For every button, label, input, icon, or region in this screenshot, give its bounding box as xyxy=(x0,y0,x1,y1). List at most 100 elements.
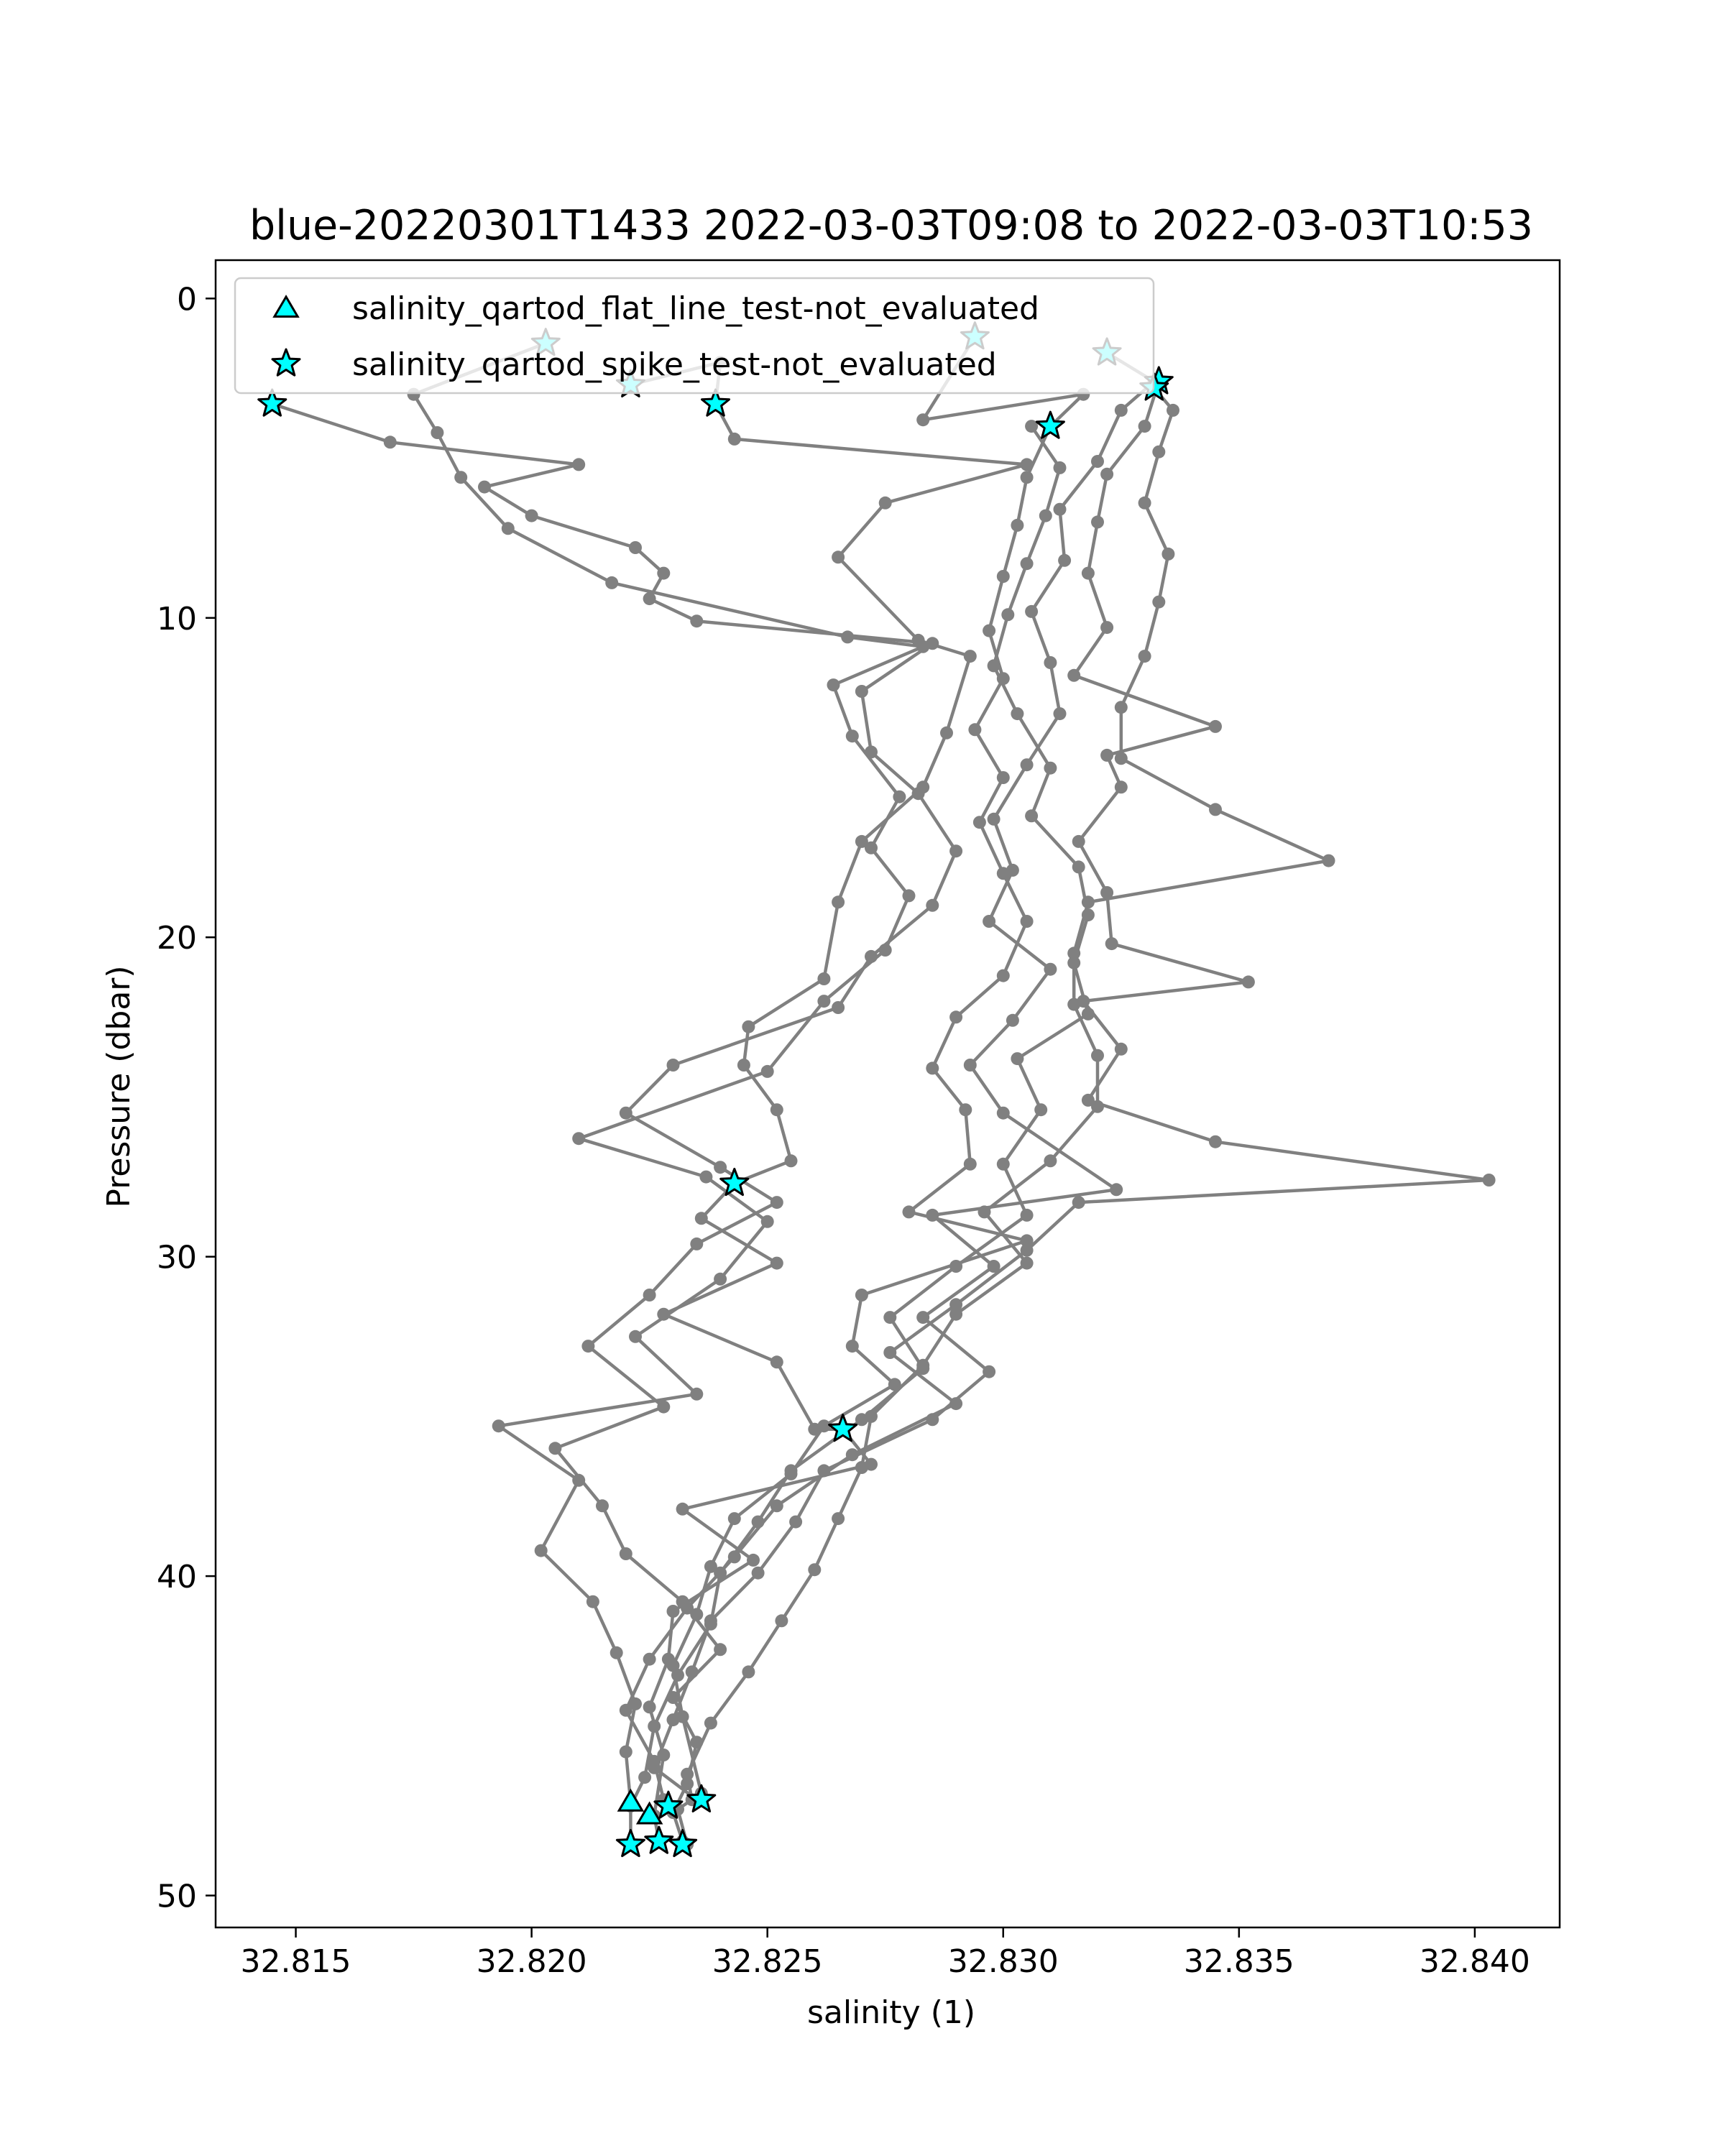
data-point xyxy=(1025,809,1039,823)
profile-line xyxy=(630,360,1029,1842)
data-point xyxy=(972,816,986,829)
data-point xyxy=(694,1212,708,1225)
data-point xyxy=(1025,420,1039,433)
y-tick-label: 10 xyxy=(157,601,197,637)
data-point xyxy=(699,1170,713,1184)
data-point xyxy=(1100,467,1114,481)
data-point xyxy=(817,1464,831,1478)
data-point xyxy=(1209,719,1222,733)
data-point xyxy=(883,1311,897,1325)
data-point xyxy=(638,1771,652,1784)
data-point xyxy=(596,1499,609,1513)
spike-marker xyxy=(1035,410,1065,439)
legend-entry-label: salinity_qartod_spike_test-not_evaluated xyxy=(352,346,997,383)
data-point xyxy=(534,1544,548,1557)
data-point xyxy=(1114,1042,1128,1056)
data-point xyxy=(949,1397,963,1411)
data-point xyxy=(714,1272,727,1286)
data-point xyxy=(760,1064,774,1078)
data-point xyxy=(832,1001,845,1014)
data-point xyxy=(704,1716,717,1730)
data-point xyxy=(1001,608,1015,622)
x-tick-label: 32.840 xyxy=(1420,1943,1530,1980)
data-point xyxy=(1067,998,1081,1011)
spike-marker xyxy=(828,1414,858,1442)
data-point xyxy=(1053,707,1067,721)
data-point xyxy=(1138,496,1151,510)
data-point xyxy=(619,1547,632,1560)
data-point xyxy=(737,1059,750,1072)
data-point xyxy=(1114,701,1128,714)
spike-marker xyxy=(686,1784,717,1812)
data-point xyxy=(431,426,444,439)
data-point xyxy=(902,889,916,903)
legend-star-marker xyxy=(271,348,301,377)
data-point xyxy=(1081,908,1095,922)
data-point xyxy=(770,1355,783,1369)
data-point xyxy=(681,1767,694,1781)
data-point xyxy=(666,1659,680,1672)
y-tick-label: 40 xyxy=(157,1559,197,1595)
data-point xyxy=(1162,547,1175,561)
data-point xyxy=(1020,758,1034,772)
data-point xyxy=(760,1215,774,1228)
data-point xyxy=(1100,748,1114,762)
data-point xyxy=(676,1502,689,1516)
spike-marker xyxy=(644,1825,674,1854)
data-point xyxy=(916,1311,930,1325)
data-point xyxy=(501,522,515,535)
data-point xyxy=(666,1713,680,1727)
plot-frame xyxy=(214,259,1561,1929)
data-point xyxy=(727,1512,741,1526)
data-point xyxy=(1152,445,1166,459)
data-point xyxy=(770,1499,783,1513)
data-point xyxy=(1053,502,1067,516)
data-point xyxy=(963,650,977,663)
data-point xyxy=(690,1608,704,1621)
data-point xyxy=(714,1566,727,1580)
data-point xyxy=(911,633,925,647)
data-point xyxy=(1044,962,1057,976)
profile-line xyxy=(629,425,1090,1845)
data-point xyxy=(983,624,996,637)
data-point xyxy=(742,1665,755,1679)
data-point xyxy=(1053,461,1067,474)
data-point xyxy=(1020,471,1034,484)
data-point xyxy=(1025,604,1039,618)
data-point xyxy=(832,550,845,564)
data-point xyxy=(827,678,840,692)
legend: salinity_qartod_flat_line_test-not_evalu… xyxy=(234,277,1155,395)
data-point xyxy=(478,480,491,494)
data-point xyxy=(1067,956,1081,969)
data-point xyxy=(832,1512,845,1526)
data-point xyxy=(1034,1103,1048,1117)
data-point xyxy=(657,1307,671,1321)
data-point xyxy=(714,1643,727,1657)
data-point xyxy=(610,1646,623,1659)
data-point xyxy=(1081,566,1095,580)
data-point xyxy=(657,1400,671,1414)
data-point xyxy=(784,1154,798,1168)
data-point xyxy=(845,1448,859,1462)
data-point xyxy=(1044,656,1057,669)
data-point xyxy=(1138,650,1151,663)
data-point xyxy=(883,1346,897,1359)
data-point xyxy=(983,915,996,928)
flat-line-marker xyxy=(617,1788,645,1812)
data-point xyxy=(1152,595,1166,609)
data-point xyxy=(690,1237,704,1250)
data-point xyxy=(1110,1183,1123,1197)
data-point xyxy=(690,614,704,628)
data-point xyxy=(1114,780,1128,794)
profile-line xyxy=(685,387,1330,1800)
spike-marker xyxy=(701,388,730,417)
data-point xyxy=(1020,1234,1034,1248)
data-point xyxy=(817,1419,831,1433)
data-point xyxy=(916,1362,930,1376)
data-point xyxy=(581,1340,595,1353)
data-point xyxy=(1020,557,1034,571)
data-point xyxy=(1006,863,1019,877)
data-point xyxy=(704,1560,717,1573)
data-point xyxy=(648,1720,661,1733)
